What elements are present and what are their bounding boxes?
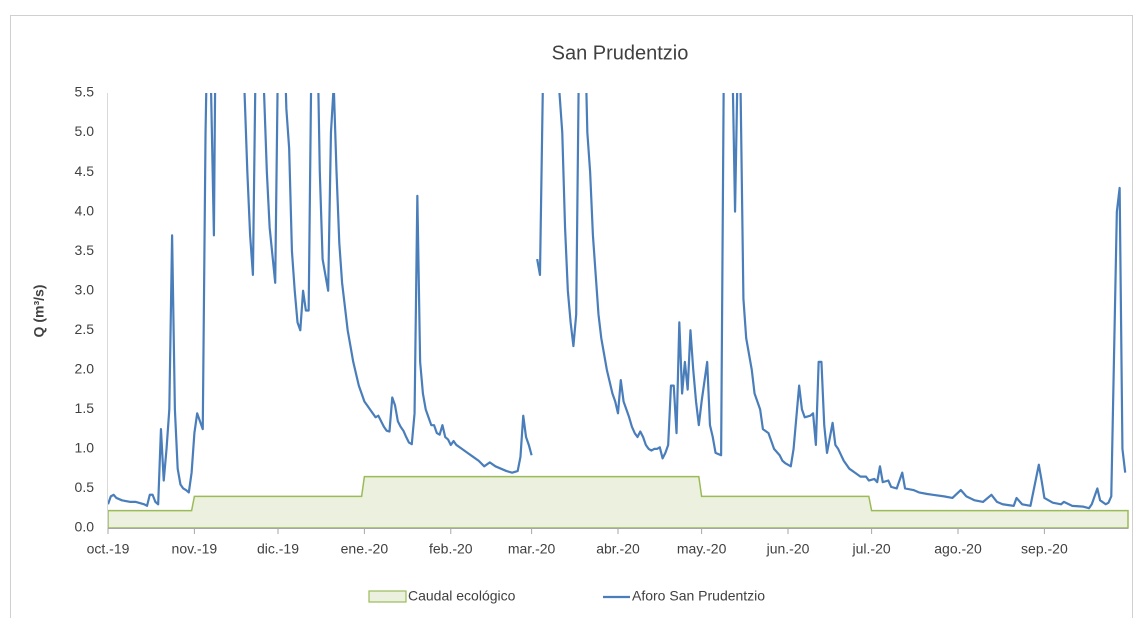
legend-label: Caudal ecológico [408,588,516,604]
x-tick-label: jun.-20 [766,541,810,557]
x-tick-label: ago.-20 [934,541,982,557]
y-tick-label: 0.0 [75,519,95,535]
y-tick-label: 3.0 [75,281,95,297]
y-tick-label: 3.5 [75,242,95,258]
x-tick-label: dic.-19 [257,541,299,557]
y-tick-label: 4.5 [75,163,95,179]
plot-area [108,93,1129,529]
x-tick-label: may.-20 [677,541,727,557]
y-tick-label: 2.5 [75,321,95,337]
y-tick-label: 5.0 [75,123,95,139]
area [108,475,1129,529]
line [108,93,1127,510]
x-tick-label: abr.-20 [596,541,640,557]
legend-swatch [368,590,407,603]
x-tick-label: ene.-20 [341,541,389,557]
chart-title: San Prudentzio [552,42,689,64]
x-tick-label: oct.-19 [87,541,130,557]
y-tick-label: 2.0 [75,361,95,377]
y-tick-label: 4.0 [75,202,95,218]
x-tick-label: mar.-20 [508,541,556,557]
x-tick-label: nov.-19 [172,541,218,557]
y-axis-label: Q (m³/s) [31,285,47,338]
legend: Caudal ecológico Aforo San Prudentzio [368,588,765,604]
y-tick-label: 1.0 [75,440,95,456]
y-tick-label: 0.5 [75,479,95,495]
y-tick-label: 5.5 [75,84,95,100]
x-tick-label: feb.-20 [429,541,473,557]
x-tick-label: jul.-20 [852,541,891,557]
x-tick-label: sep.-20 [1021,541,1068,557]
legend-label: Aforo San Prudentzio [632,588,765,604]
y-tick-label: 1.5 [75,400,95,416]
